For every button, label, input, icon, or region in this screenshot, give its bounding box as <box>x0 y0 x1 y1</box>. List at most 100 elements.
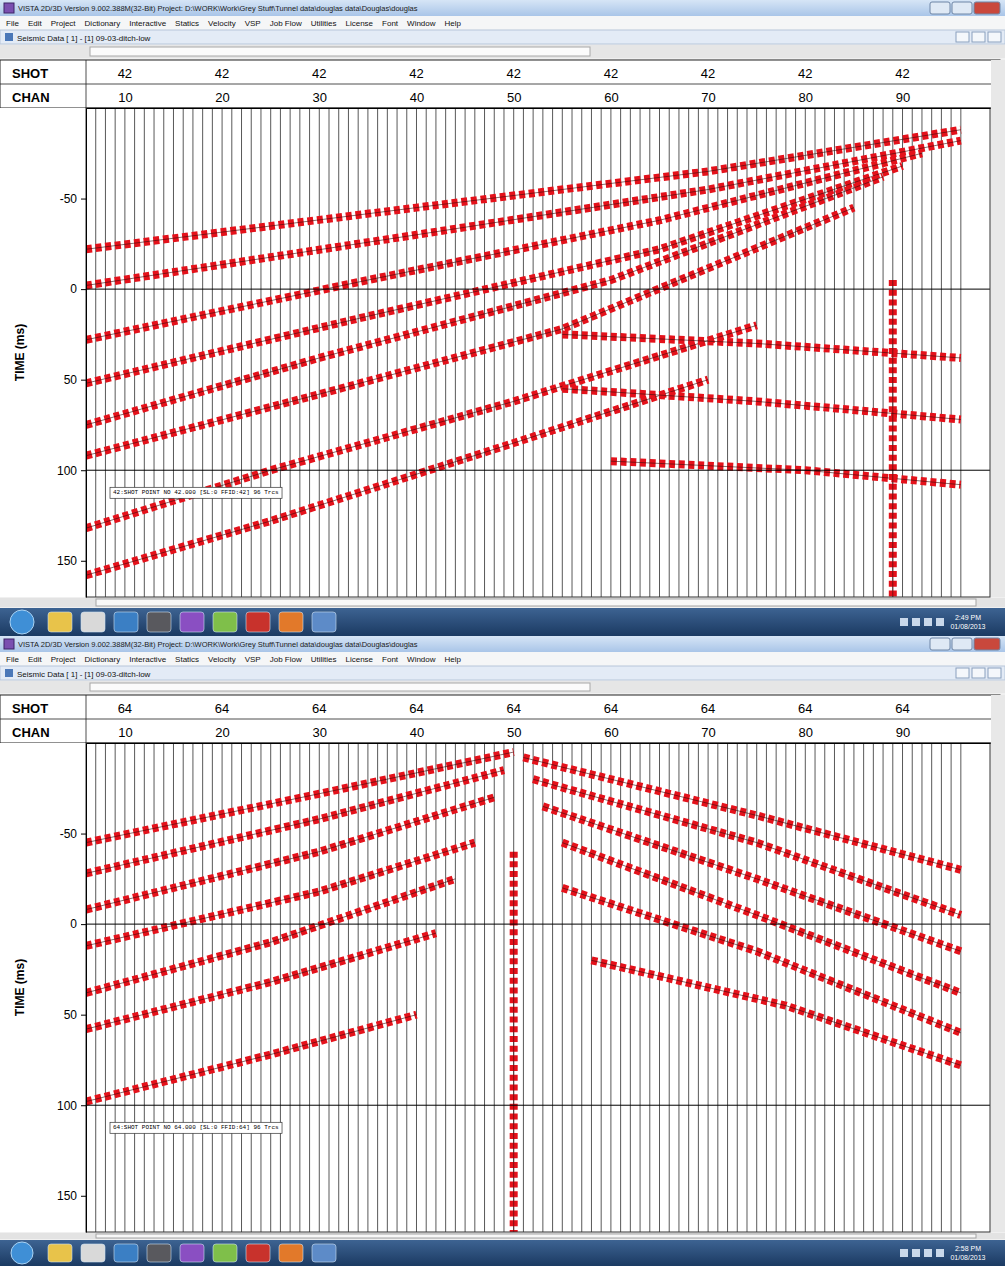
vertical-scrollbar[interactable] <box>991 60 1005 597</box>
tray-icon[interactable] <box>912 1249 920 1257</box>
menu-item[interactable]: Job Flow <box>270 655 302 664</box>
clock-time: 2:49 PM <box>955 614 981 621</box>
taskbar-icon[interactable] <box>147 1244 171 1262</box>
start-button[interactable] <box>11 1242 33 1264</box>
menu-item[interactable]: Font <box>382 19 399 28</box>
taskbar-icon[interactable] <box>48 612 72 632</box>
trace <box>776 743 777 1232</box>
menu-item[interactable]: Dictionary <box>85 655 121 664</box>
plot-marks <box>86 743 961 1232</box>
menu-item[interactable]: Window <box>407 19 436 28</box>
window-button[interactable] <box>930 638 950 650</box>
trace <box>377 108 378 597</box>
taskbar-icon[interactable] <box>246 1244 270 1262</box>
menu-item[interactable]: Project <box>51 655 77 664</box>
taskbar-icon[interactable] <box>312 612 336 632</box>
scroll-thumb[interactable] <box>96 1234 976 1238</box>
menu-item[interactable]: Window <box>407 655 436 664</box>
tray-icon[interactable] <box>936 1249 944 1257</box>
menu-item[interactable]: Dictionary <box>85 19 121 28</box>
window-button[interactable] <box>952 638 972 650</box>
vertical-scrollbar[interactable] <box>991 695 1005 1232</box>
taskbar-icon[interactable] <box>312 1244 336 1262</box>
taskbar <box>0 1240 1005 1266</box>
menu-item[interactable]: Project <box>51 19 77 28</box>
trace <box>513 108 514 597</box>
tray-icon[interactable] <box>924 1249 932 1257</box>
horizontal-scrollbar[interactable] <box>0 598 1005 607</box>
trace <box>892 743 893 1232</box>
taskbar-icon[interactable] <box>114 612 138 632</box>
menu-item[interactable]: Utilities <box>311 19 337 28</box>
trace <box>241 108 242 597</box>
start-button[interactable] <box>10 610 34 634</box>
menu-item[interactable]: Interactive <box>129 19 166 28</box>
panel-button[interactable] <box>972 668 985 678</box>
taskbar-icon[interactable] <box>81 1244 105 1262</box>
window-button[interactable] <box>974 638 1000 650</box>
tray-icon[interactable] <box>900 618 908 626</box>
menu-item[interactable]: Velocity <box>208 19 236 28</box>
menu-bar <box>0 16 1005 30</box>
taskbar-icon[interactable] <box>147 612 171 632</box>
panel-title-bar <box>0 666 1005 680</box>
shot-value: 64 <box>409 701 423 716</box>
menu-item[interactable]: File <box>6 655 19 664</box>
menu-item[interactable]: Edit <box>28 19 43 28</box>
tray-icon[interactable] <box>900 1249 908 1257</box>
panel-button[interactable] <box>956 668 969 678</box>
taskbar-icon[interactable] <box>48 1244 72 1262</box>
window-button[interactable] <box>974 2 1000 14</box>
window-button[interactable] <box>930 2 950 14</box>
menu-item[interactable]: Job Flow <box>270 19 302 28</box>
taskbar-icon[interactable] <box>213 1244 237 1262</box>
scroll-thumb[interactable] <box>96 599 976 606</box>
trace <box>309 743 310 1232</box>
taskbar-icon[interactable] <box>279 612 303 632</box>
taskbar-icon[interactable] <box>114 1244 138 1262</box>
taskbar-icon[interactable] <box>180 612 204 632</box>
panel-button[interactable] <box>956 32 969 42</box>
app-window: VISTA 2D/3D Version 9.002.388M(32-Bit) P… <box>0 0 1005 636</box>
menu-item[interactable]: Statics <box>175 655 199 664</box>
x-tick-label: 50 <box>507 90 521 105</box>
trace <box>290 743 291 1232</box>
event-outline <box>513 852 514 1232</box>
menu-item[interactable]: File <box>6 19 19 28</box>
menu-item[interactable]: VSP <box>245 19 261 28</box>
menu-item[interactable]: Velocity <box>208 655 236 664</box>
panel-button[interactable] <box>988 32 1001 42</box>
horizontal-scrollbar[interactable] <box>0 1233 1005 1239</box>
scroll-thumb[interactable] <box>90 683 590 691</box>
window-button[interactable] <box>952 2 972 14</box>
taskbar-icon[interactable] <box>246 612 270 632</box>
menu-item[interactable]: Statics <box>175 19 199 28</box>
menu-item[interactable]: License <box>345 655 373 664</box>
x-tick-label: 20 <box>215 725 229 740</box>
taskbar-icon[interactable] <box>213 612 237 632</box>
panel-button[interactable] <box>972 32 985 42</box>
menu-item[interactable]: Help <box>445 655 462 664</box>
tray-icon[interactable] <box>936 618 944 626</box>
trace <box>523 108 524 597</box>
menu-item[interactable]: Help <box>445 19 462 28</box>
tray-icon[interactable] <box>924 618 932 626</box>
x-axis: 102030405060708090 <box>87 725 991 744</box>
taskbar-icon[interactable] <box>81 612 105 632</box>
menu-item[interactable]: Interactive <box>129 655 166 664</box>
menu-item[interactable]: Utilities <box>311 655 337 664</box>
x-axis-line <box>87 108 991 109</box>
taskbar-icon[interactable] <box>279 1244 303 1262</box>
plot-background <box>86 108 990 597</box>
trace <box>86 743 87 1232</box>
panel-button[interactable] <box>988 668 1001 678</box>
menu-item[interactable]: VSP <box>245 655 261 664</box>
scroll-thumb[interactable] <box>90 47 590 56</box>
menu-item[interactable]: Font <box>382 655 399 664</box>
trace <box>542 108 543 597</box>
tray-icon[interactable] <box>912 618 920 626</box>
menu-item[interactable]: License <box>345 19 373 28</box>
panel-icon <box>5 669 13 677</box>
taskbar-icon[interactable] <box>180 1244 204 1262</box>
menu-item[interactable]: Edit <box>28 655 43 664</box>
